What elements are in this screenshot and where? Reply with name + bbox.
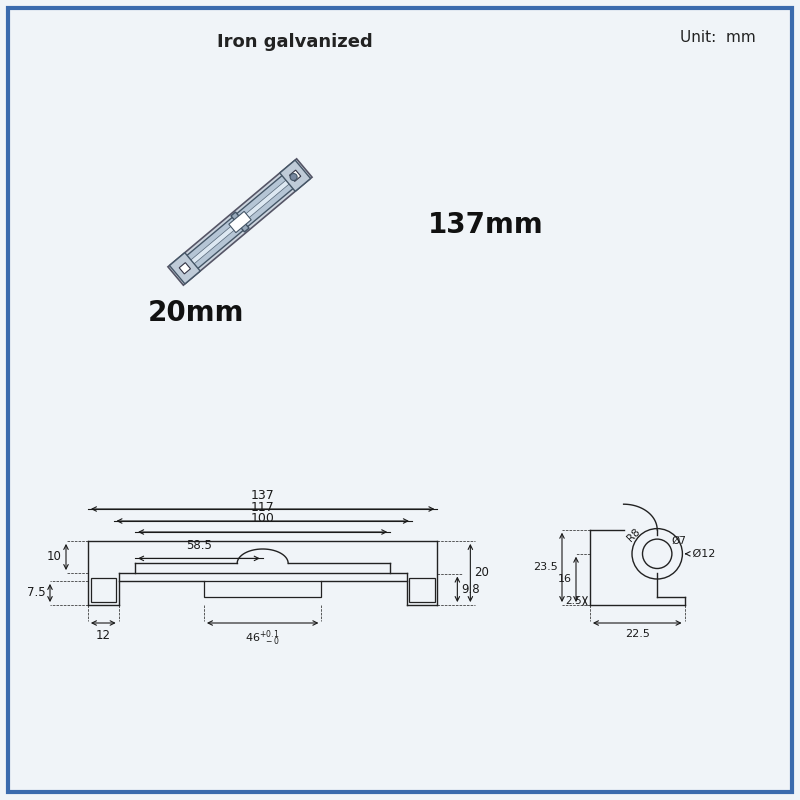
Text: 2.5: 2.5 — [566, 596, 582, 606]
Polygon shape — [290, 170, 301, 182]
Text: 20mm: 20mm — [148, 299, 245, 327]
Text: 100: 100 — [250, 512, 274, 525]
Text: 137mm: 137mm — [428, 211, 544, 239]
Polygon shape — [229, 211, 251, 233]
Text: 9.8: 9.8 — [462, 583, 480, 596]
Polygon shape — [178, 168, 302, 276]
Bar — [204, 581, 322, 597]
Text: 16: 16 — [558, 574, 572, 584]
Text: R8: R8 — [626, 526, 642, 543]
Bar — [90, 578, 116, 602]
Text: Ø12: Ø12 — [689, 549, 715, 558]
Bar — [410, 578, 435, 602]
Text: 46$^{+0.1}_{\ \ -0}$: 46$^{+0.1}_{\ \ -0}$ — [245, 628, 280, 648]
Text: 7.5: 7.5 — [27, 586, 46, 599]
Text: 22.5: 22.5 — [625, 629, 650, 639]
Polygon shape — [179, 262, 190, 274]
Text: 23.5: 23.5 — [534, 562, 558, 573]
Text: Unit:  mm: Unit: mm — [680, 30, 756, 46]
Text: Iron galvanized: Iron galvanized — [217, 33, 373, 51]
Text: 137: 137 — [250, 489, 274, 502]
Text: 12: 12 — [96, 629, 110, 642]
Circle shape — [290, 174, 297, 181]
Text: 20: 20 — [474, 566, 490, 579]
Polygon shape — [280, 160, 310, 191]
Polygon shape — [231, 212, 249, 232]
Text: Ø7: Ø7 — [672, 536, 686, 546]
Text: 117: 117 — [250, 501, 274, 514]
Text: 10: 10 — [47, 550, 62, 563]
Text: 58.5: 58.5 — [186, 539, 212, 552]
Polygon shape — [170, 253, 200, 284]
Polygon shape — [168, 159, 312, 285]
Polygon shape — [184, 174, 296, 270]
